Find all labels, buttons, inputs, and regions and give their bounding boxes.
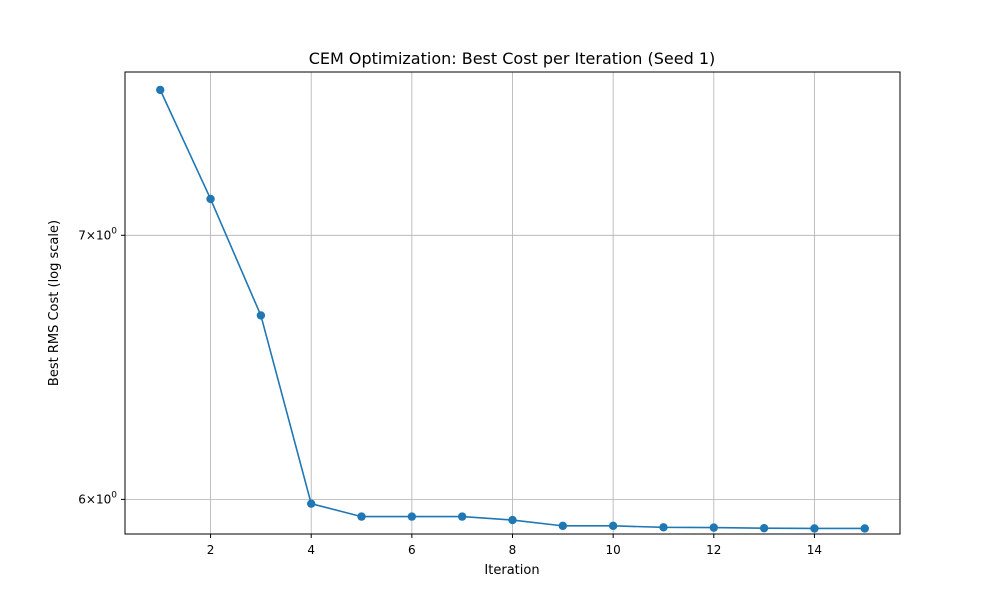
data-point bbox=[256, 311, 266, 320]
data-point bbox=[709, 523, 718, 532]
y-tick-label: 7×100 bbox=[78, 226, 117, 242]
x-tick-label: 8 bbox=[509, 543, 517, 557]
series-layer bbox=[156, 85, 869, 533]
x-tick-label: 12 bbox=[706, 543, 721, 557]
data-point bbox=[307, 499, 316, 508]
grid-layer bbox=[125, 72, 900, 534]
x-tick-label: 6 bbox=[408, 543, 416, 557]
x-axis-label: Iteration bbox=[484, 563, 539, 578]
x-tick-label: 2 bbox=[207, 543, 215, 557]
data-point bbox=[457, 512, 467, 521]
data-point bbox=[357, 512, 366, 521]
data-point bbox=[206, 194, 215, 204]
data-point bbox=[558, 521, 568, 531]
data-point bbox=[508, 515, 517, 525]
chart-title: CEM Optimization: Best Cost per Iteratio… bbox=[309, 49, 716, 68]
data-point bbox=[659, 523, 668, 532]
data-point bbox=[860, 524, 869, 533]
data-point bbox=[810, 524, 819, 533]
data-point bbox=[759, 523, 769, 533]
x-tick-label: 14 bbox=[807, 543, 822, 557]
tick-layer: 2 4 6 8 10 12 14 6×100 7×100 bbox=[78, 226, 822, 557]
x-tick-label: 10 bbox=[606, 543, 621, 557]
data-point bbox=[407, 512, 417, 521]
data-point bbox=[156, 85, 165, 95]
y-axis-label: Best RMS Cost (log scale) bbox=[47, 220, 62, 386]
y-tick-label: 6×100 bbox=[78, 490, 117, 506]
x-tick-label: 4 bbox=[307, 543, 315, 557]
data-point bbox=[608, 521, 618, 531]
